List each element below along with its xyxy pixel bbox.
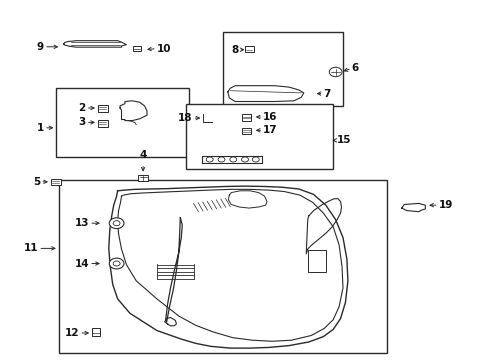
Text: 2: 2	[78, 103, 86, 113]
Circle shape	[113, 261, 120, 266]
Bar	[59, 180, 387, 353]
Text: 8: 8	[231, 45, 239, 55]
Bar	[98, 120, 108, 127]
Circle shape	[113, 221, 120, 226]
Circle shape	[109, 218, 124, 229]
Text: 3: 3	[78, 117, 86, 127]
Text: 14: 14	[74, 258, 89, 269]
Circle shape	[109, 258, 124, 269]
Text: 9: 9	[37, 42, 44, 52]
Bar	[51, 179, 61, 185]
Circle shape	[206, 157, 213, 162]
Text: 11: 11	[24, 243, 38, 253]
Text: 15: 15	[337, 135, 352, 145]
Bar	[242, 128, 251, 134]
Circle shape	[252, 157, 259, 162]
Bar	[133, 46, 141, 51]
Text: 4: 4	[139, 150, 147, 160]
Bar	[138, 175, 148, 181]
Bar	[186, 104, 333, 169]
Bar	[245, 46, 254, 52]
Bar	[92, 328, 100, 336]
Text: 6: 6	[352, 63, 359, 73]
Circle shape	[218, 157, 225, 162]
Text: 10: 10	[157, 44, 172, 54]
Bar	[242, 114, 251, 121]
Text: 17: 17	[263, 125, 278, 135]
Text: 18: 18	[178, 113, 193, 123]
Text: 7: 7	[323, 89, 331, 99]
Bar	[98, 105, 108, 112]
Circle shape	[242, 157, 248, 162]
Circle shape	[329, 67, 342, 77]
Text: 16: 16	[263, 112, 278, 122]
Circle shape	[230, 157, 237, 162]
Text: 12: 12	[65, 328, 79, 338]
Text: 5: 5	[33, 177, 40, 187]
Text: 19: 19	[439, 200, 453, 210]
Text: 13: 13	[74, 218, 89, 228]
Bar	[56, 88, 189, 157]
Bar	[223, 32, 343, 106]
Bar	[308, 250, 326, 272]
Text: 1: 1	[37, 123, 44, 133]
